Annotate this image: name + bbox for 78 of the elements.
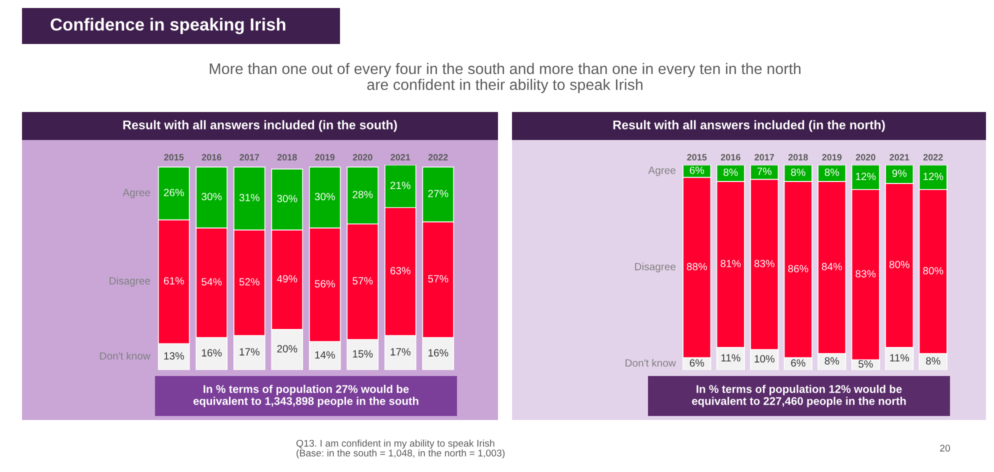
x-tick-label: 2018 bbox=[277, 154, 297, 160]
data-label: 8% bbox=[824, 168, 840, 176]
data-label: 30% bbox=[277, 194, 298, 202]
x-tick-label: 2017 bbox=[240, 154, 260, 160]
data-label: 16% bbox=[428, 349, 448, 357]
data-label: 12% bbox=[923, 172, 944, 180]
data-label: 26% bbox=[164, 188, 184, 196]
x-tick-label: 2018 bbox=[788, 154, 808, 160]
x-tick-label: 2019 bbox=[315, 154, 335, 160]
data-label: 83% bbox=[856, 270, 876, 278]
x-tick-label: 2016 bbox=[720, 154, 740, 160]
data-label: 57% bbox=[428, 275, 448, 282]
data-label: 20% bbox=[277, 345, 298, 352]
data-label: 11% bbox=[890, 354, 910, 362]
x-tick-label: 2019 bbox=[822, 154, 842, 160]
data-label: 14% bbox=[315, 351, 335, 359]
series-label: Don't know bbox=[100, 352, 150, 360]
x-tick-label: 2015 bbox=[164, 154, 184, 160]
data-label: 6% bbox=[690, 359, 704, 367]
x-tick-label: 2021 bbox=[390, 154, 410, 160]
data-label: 21% bbox=[390, 182, 410, 190]
data-label: 83% bbox=[754, 260, 774, 268]
data-label: 49% bbox=[276, 275, 298, 282]
x-tick-label: 2020 bbox=[352, 154, 372, 160]
data-label: 56% bbox=[314, 280, 335, 288]
text: 20 bbox=[940, 444, 950, 452]
data-label: 6% bbox=[690, 166, 704, 174]
data-label: 7% bbox=[757, 168, 772, 175]
data-label: 8% bbox=[724, 168, 738, 176]
data-label: 28% bbox=[352, 190, 373, 198]
x-tick-label: 2017 bbox=[754, 154, 774, 160]
chart-title: Result with all answers included (in the south) bbox=[123, 120, 397, 132]
data-label: 12% bbox=[856, 172, 876, 180]
x-tick-label: 2020 bbox=[856, 154, 876, 160]
text: More than one out of every four in the south and more than one in every ten in the north are confident in their ability to speak Irish bbox=[210, 62, 800, 94]
x-tick-label: 2022 bbox=[923, 154, 943, 160]
data-label: 86% bbox=[788, 264, 808, 272]
series-label: Agree bbox=[122, 188, 150, 198]
series-label: Disagree bbox=[635, 262, 676, 272]
data-label: 80% bbox=[923, 267, 944, 274]
data-label: 61% bbox=[164, 277, 184, 285]
x-tick-label: 2022 bbox=[428, 154, 448, 160]
data-label: 54% bbox=[202, 278, 222, 286]
x-tick-label: 2021 bbox=[890, 154, 910, 160]
data-label: 52% bbox=[239, 278, 260, 286]
data-label: 27% bbox=[428, 190, 448, 198]
data-label: 6% bbox=[791, 359, 806, 367]
text: In % terms of population 12% would be equivalent to 227,460 people in the north bbox=[692, 384, 906, 408]
data-label: 17% bbox=[240, 348, 260, 356]
data-label: 9% bbox=[892, 170, 907, 178]
data-label: 15% bbox=[352, 350, 373, 358]
series-label: Disagree bbox=[110, 276, 150, 287]
series-label: Agree bbox=[648, 166, 676, 176]
data-label: 10% bbox=[754, 355, 774, 363]
data-label: 8% bbox=[926, 357, 940, 365]
data-label: 17% bbox=[390, 348, 410, 356]
chart-title: Result with all answers included (in the north) bbox=[613, 120, 885, 132]
data-label: 63% bbox=[390, 266, 410, 274]
data-label: 30% bbox=[202, 192, 222, 200]
data-label: 16% bbox=[202, 349, 222, 357]
data-label: 13% bbox=[164, 352, 184, 360]
data-label: 88% bbox=[686, 262, 707, 270]
data-label: 80% bbox=[889, 260, 910, 268]
data-label: 84% bbox=[822, 262, 842, 270]
data-label: 31% bbox=[239, 194, 260, 202]
data-label: 8% bbox=[791, 168, 806, 176]
x-tick-label: 2015 bbox=[687, 154, 707, 160]
text: In % terms of population 27% would be equivalent to 1,343,898 people in the south bbox=[193, 384, 418, 408]
data-label: 81% bbox=[720, 260, 741, 268]
data-label: 57% bbox=[352, 277, 373, 285]
text: Q13. I am confident in my ability to speak Irish (Base: in the south = 1,048, in the north = 1,003) bbox=[296, 440, 505, 458]
data-label: 11% bbox=[721, 354, 740, 362]
series-label: Don't know bbox=[626, 358, 676, 367]
data-label: 5% bbox=[858, 360, 873, 368]
data-label: 30% bbox=[314, 192, 335, 200]
text: Confidence in speaking Irish bbox=[50, 18, 286, 34]
data-label: 8% bbox=[824, 357, 840, 365]
x-tick-label: 2016 bbox=[202, 154, 222, 160]
